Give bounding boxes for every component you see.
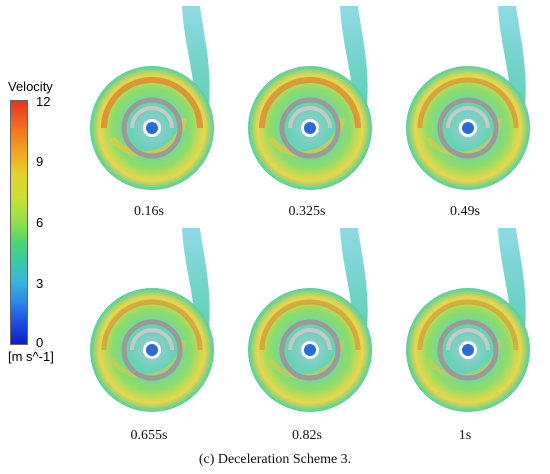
panel-0.325s xyxy=(242,6,372,198)
velocity-field-image xyxy=(406,6,530,190)
panel-0.16s xyxy=(84,6,214,198)
legend-tick-3: 3 xyxy=(36,276,44,291)
panel-label-0.16s: 0.16s xyxy=(134,204,164,219)
legend-tick-12: 12 xyxy=(36,94,51,109)
velocity-legend: Velocity 12 9 6 3 0 [m s^-1] xyxy=(0,0,80,474)
legend-units: [m s^-1] xyxy=(8,349,54,364)
figure-caption: (c) Deceleration Scheme 3. xyxy=(198,452,352,467)
velocity-field-image xyxy=(90,6,214,190)
velocity-field-image xyxy=(406,228,530,412)
panel-label-0.325s: 0.325s xyxy=(288,204,326,219)
panel-1s xyxy=(400,228,530,420)
legend-tick-6: 6 xyxy=(36,215,44,230)
velocity-colorbar xyxy=(10,100,28,345)
legend-tick-0: 0 xyxy=(36,335,44,350)
velocity-field-image xyxy=(248,228,372,412)
legend-title: Velocity xyxy=(8,79,53,94)
panel-label-0.655s: 0.655s xyxy=(130,428,168,443)
panel-0.655s xyxy=(84,228,214,420)
panel-0.49s xyxy=(400,6,530,198)
panel-label-0.49s: 0.49s xyxy=(450,204,480,219)
panel-label-1s: 1s xyxy=(458,428,472,443)
velocity-field-image xyxy=(248,6,372,190)
velocity-field-image xyxy=(90,228,214,412)
panel-0.82s xyxy=(242,228,372,420)
legend-tick-9: 9 xyxy=(36,154,44,169)
panel-label-0.82s: 0.82s xyxy=(292,428,322,443)
